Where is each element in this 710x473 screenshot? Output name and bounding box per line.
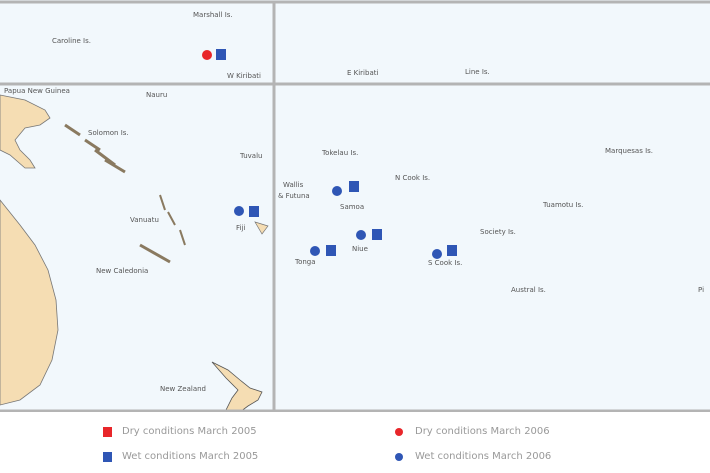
label-s-cook: S Cook Is. bbox=[428, 259, 462, 267]
legend-label: Wet conditions March 2005 bbox=[122, 451, 259, 462]
label-tuamotu: Tuamotu Is. bbox=[542, 201, 583, 209]
marker-wet-2005 bbox=[326, 245, 336, 256]
label-tokelau: Tokelau Is. bbox=[321, 149, 358, 157]
label-nauru: Nauru bbox=[146, 91, 167, 99]
label-new-zealand: New Zealand bbox=[160, 385, 206, 393]
blue-circle-icon bbox=[395, 452, 403, 461]
label-marquesas: Marquesas Is. bbox=[605, 147, 653, 155]
new-caledonia-island bbox=[139, 243, 171, 264]
label-marshall: Marshall Is. bbox=[193, 11, 233, 19]
label-pitcairn: Pi bbox=[698, 286, 704, 294]
label-new-caledonia: New Caledonia bbox=[96, 267, 148, 275]
label-samoa: Samoa bbox=[340, 203, 364, 211]
marker-wet-2006 bbox=[432, 249, 442, 259]
legend-dry-2005: Dry conditions March 2005 bbox=[103, 426, 257, 437]
red-square-icon bbox=[103, 426, 112, 437]
map-frame bbox=[0, 0, 710, 412]
label-austral: Austral Is. bbox=[511, 286, 546, 294]
label-vanuatu: Vanuatu bbox=[130, 216, 159, 224]
new-zealand-landmass bbox=[211, 361, 263, 412]
marker-dry-2006 bbox=[202, 50, 212, 60]
label-png: Papua New Guinea bbox=[4, 87, 70, 95]
legend-label: Wet conditions March 2006 bbox=[415, 451, 552, 462]
legend-dry-2006: Dry conditions March 2006 bbox=[395, 426, 550, 437]
ocean bbox=[0, 0, 710, 412]
label-n-cook: N Cook Is. bbox=[395, 174, 430, 182]
legend-label: Dry conditions March 2006 bbox=[415, 426, 550, 437]
marker-wet-2005 bbox=[216, 49, 226, 60]
label-niue: Niue bbox=[352, 245, 368, 253]
red-circle-icon bbox=[395, 427, 403, 436]
marker-wet-2006 bbox=[310, 246, 320, 256]
label-w-kiribati: W Kiribati bbox=[227, 72, 261, 80]
legend: Dry conditions March 2005 Wet conditions… bbox=[0, 418, 710, 473]
label-tonga: Tonga bbox=[294, 258, 316, 266]
label-solomon: Solomon Is. bbox=[88, 129, 129, 137]
label-e-kiribati: E Kiribati bbox=[347, 69, 378, 77]
label-tuvalu: Tuvalu bbox=[239, 152, 262, 160]
fiji-islands bbox=[254, 221, 269, 235]
marker-wet-2005 bbox=[349, 181, 359, 192]
legend-wet-2005: Wet conditions March 2005 bbox=[103, 451, 258, 462]
label-line: Line Is. bbox=[465, 68, 490, 76]
legend-wet-2006: Wet conditions March 2006 bbox=[395, 451, 551, 462]
label-society: Society Is. bbox=[480, 228, 516, 236]
pacific-map: Marshall Is. Caroline Is. W Kiribati E K… bbox=[0, 0, 710, 412]
marker-wet-2006 bbox=[234, 206, 244, 216]
label-caroline: Caroline Is. bbox=[52, 37, 91, 45]
label-fiji: Fiji bbox=[236, 224, 245, 232]
marker-wet-2005 bbox=[447, 245, 457, 256]
label-wallis: Wallis bbox=[283, 181, 304, 189]
marker-wet-2005 bbox=[249, 206, 259, 217]
blue-square-icon bbox=[103, 451, 112, 462]
label-futuna: & Futuna bbox=[278, 192, 310, 200]
legend-label: Dry conditions March 2005 bbox=[122, 426, 257, 437]
marker-wet-2006 bbox=[332, 186, 342, 196]
png-landmass bbox=[0, 94, 51, 169]
australia-landmass bbox=[0, 199, 59, 406]
marker-wet-2005 bbox=[372, 229, 382, 240]
solomon-islands bbox=[64, 123, 126, 174]
vanuatu-islands bbox=[159, 194, 186, 246]
marker-wet-2006 bbox=[356, 230, 366, 240]
